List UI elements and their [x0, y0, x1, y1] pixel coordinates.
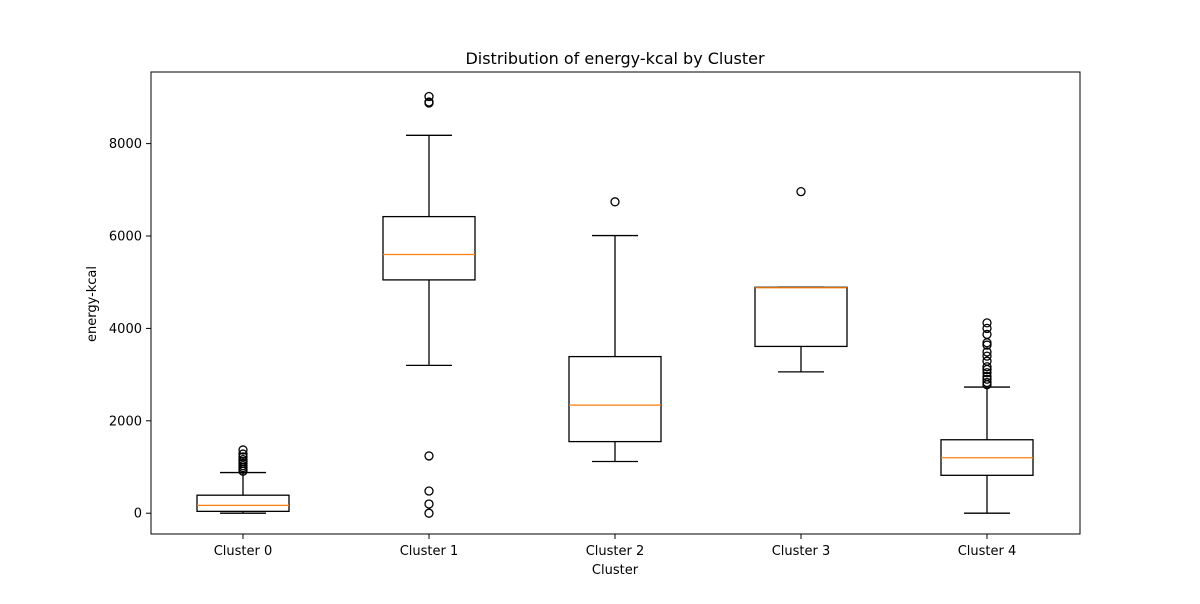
iqr-box	[196, 494, 290, 513]
y-axis-label: energy-kcal	[85, 266, 100, 342]
plot-frame	[150, 71, 1081, 535]
box-group-4	[940, 318, 1034, 514]
x-tick-label: Cluster 4	[958, 544, 1017, 559]
outlier-point	[610, 197, 620, 207]
x-tick-label: Cluster 0	[214, 544, 273, 559]
outlier-point	[238, 445, 248, 455]
outlier-point	[982, 362, 992, 372]
outlier-point	[982, 377, 992, 388]
chart-title: Distribution of energy-kcal by Cluster	[465, 49, 765, 68]
outlier-point	[424, 499, 434, 509]
y-tick-label: 6000	[109, 230, 142, 245]
outlier-point	[238, 449, 248, 459]
iqr-box	[754, 286, 848, 348]
outlier-point	[982, 329, 992, 340]
outlier-point	[982, 371, 992, 382]
x-axis-label: Cluster	[592, 563, 639, 578]
outlier-point	[424, 451, 434, 461]
iqr-box	[568, 355, 662, 443]
outlier-point	[424, 97, 434, 107]
outlier-point	[982, 351, 992, 361]
outlier-point	[982, 368, 992, 378]
outlier-point	[796, 187, 806, 197]
y-tick-label: 8000	[109, 137, 142, 152]
outlier-point	[982, 318, 992, 328]
y-tick-label: 2000	[109, 414, 142, 429]
iqr-box	[382, 215, 476, 281]
plot-area: 0 2000 4000 6000 8000 Cluster 0 Cluster 1 Clust…	[109, 91, 1034, 559]
outlier-point	[982, 356, 992, 366]
y-tick-label: 0	[134, 507, 142, 522]
x-tick-label: Cluster 3	[772, 544, 831, 559]
outlier-point	[982, 347, 992, 357]
outlier-point	[982, 323, 992, 334]
box-group-1	[382, 91, 476, 518]
outlier-point	[424, 486, 434, 496]
outlier-point	[238, 454, 248, 465]
x-tick-label: Cluster 2	[586, 544, 645, 559]
box-group-3	[754, 187, 848, 373]
outlier-point	[424, 508, 434, 518]
box-group-0	[196, 445, 290, 514]
box-group-2	[568, 197, 662, 463]
y-tick-label: 4000	[109, 322, 142, 337]
outlier-point	[982, 374, 992, 384]
x-tick-label: Cluster 1	[400, 544, 459, 559]
outlier-point	[238, 452, 248, 462]
outlier-point	[424, 91, 434, 102]
